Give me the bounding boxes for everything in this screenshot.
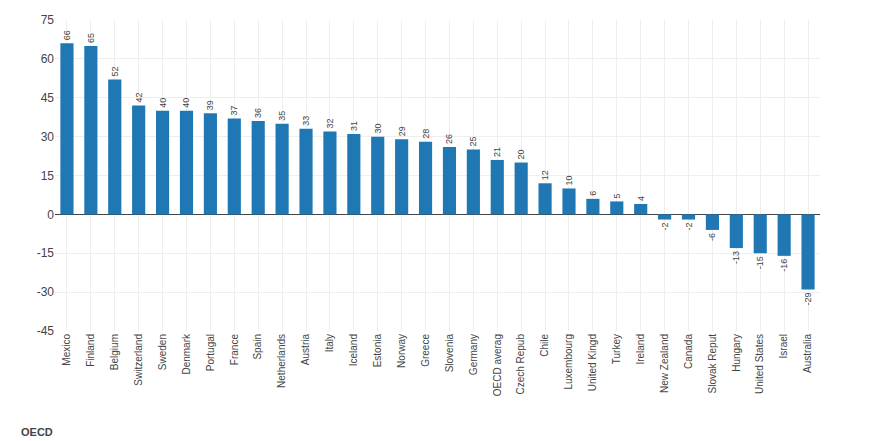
- svg-text:Belgium: Belgium: [109, 334, 120, 370]
- svg-text:29: 29: [397, 126, 407, 136]
- svg-text:New Zealand: New Zealand: [659, 334, 670, 393]
- svg-text:Switzerland: Switzerland: [133, 334, 144, 386]
- svg-text:Chile: Chile: [539, 334, 550, 357]
- svg-text:28: 28: [421, 129, 431, 139]
- svg-text:15: 15: [41, 169, 55, 183]
- svg-text:-6: -6: [707, 233, 717, 241]
- svg-text:Turkey: Turkey: [611, 334, 622, 364]
- svg-text:Finland: Finland: [85, 334, 96, 367]
- svg-text:Norway: Norway: [396, 334, 407, 368]
- svg-text:30: 30: [373, 124, 383, 134]
- svg-text:United States: United States: [754, 334, 765, 394]
- svg-text:32: 32: [325, 118, 335, 128]
- svg-text:United Kingd: United Kingd: [587, 334, 598, 391]
- svg-text:OECD: OECD: [21, 426, 53, 438]
- svg-text:26: 26: [444, 134, 454, 144]
- svg-text:33: 33: [301, 116, 311, 126]
- svg-text:37: 37: [229, 105, 239, 115]
- svg-text:Spain: Spain: [252, 334, 263, 360]
- svg-text:-2: -2: [660, 223, 670, 231]
- svg-text:75: 75: [41, 13, 55, 27]
- svg-text:42: 42: [134, 93, 144, 103]
- svg-text:45: 45: [41, 91, 55, 105]
- svg-text:-16: -16: [779, 259, 789, 272]
- svg-text:10: 10: [564, 175, 574, 185]
- svg-text:OECD averag: OECD averag: [492, 334, 503, 396]
- svg-text:Iceland: Iceland: [348, 334, 359, 366]
- svg-text:25: 25: [468, 137, 478, 147]
- svg-text:12: 12: [540, 170, 550, 180]
- svg-text:31: 31: [349, 121, 359, 131]
- svg-text:5: 5: [612, 193, 622, 198]
- svg-text:-45: -45: [37, 324, 55, 338]
- svg-text:-13: -13: [731, 251, 741, 264]
- svg-text:Israel: Israel: [778, 334, 789, 358]
- svg-text:Estonia: Estonia: [372, 334, 383, 368]
- svg-text:20: 20: [516, 150, 526, 160]
- svg-text:-15: -15: [755, 256, 765, 269]
- svg-text:Netherlands: Netherlands: [276, 334, 287, 388]
- svg-text:Sweden: Sweden: [157, 334, 168, 370]
- svg-text:40: 40: [181, 98, 191, 108]
- svg-text:Hungary: Hungary: [731, 334, 742, 372]
- svg-text:Mexico: Mexico: [61, 334, 72, 366]
- svg-text:France: France: [229, 334, 240, 366]
- svg-text:Canada: Canada: [683, 334, 694, 369]
- svg-text:6: 6: [588, 191, 598, 196]
- svg-text:36: 36: [253, 108, 263, 118]
- svg-text:Greece: Greece: [420, 334, 431, 367]
- svg-text:39: 39: [205, 100, 215, 110]
- svg-text:52: 52: [110, 67, 120, 77]
- svg-text:-29: -29: [803, 293, 813, 306]
- svg-text:60: 60: [41, 52, 55, 66]
- svg-text:Czech Repub: Czech Repub: [515, 334, 526, 395]
- svg-text:35: 35: [277, 111, 287, 121]
- svg-text:-2: -2: [684, 223, 694, 231]
- svg-text:Germany: Germany: [468, 334, 479, 375]
- svg-text:66: 66: [62, 30, 72, 40]
- svg-text:Ireland: Ireland: [635, 334, 646, 365]
- svg-text:-30: -30: [37, 285, 55, 299]
- svg-text:Luxembourg: Luxembourg: [563, 334, 574, 390]
- svg-text:30: 30: [41, 130, 55, 144]
- svg-text:-15: -15: [37, 246, 55, 260]
- svg-text:Australia: Australia: [802, 334, 813, 373]
- svg-text:Italy: Italy: [324, 334, 335, 352]
- svg-text:0: 0: [47, 208, 54, 222]
- svg-text:Denmark: Denmark: [181, 333, 192, 375]
- svg-text:Portugal: Portugal: [205, 334, 216, 371]
- svg-text:Slovenia: Slovenia: [444, 334, 455, 373]
- svg-text:21: 21: [492, 147, 502, 157]
- svg-text:40: 40: [158, 98, 168, 108]
- svg-text:Slovak Reput: Slovak Reput: [707, 334, 718, 394]
- svg-text:4: 4: [636, 196, 646, 201]
- svg-text:Austria: Austria: [300, 334, 311, 366]
- svg-text:65: 65: [86, 33, 96, 43]
